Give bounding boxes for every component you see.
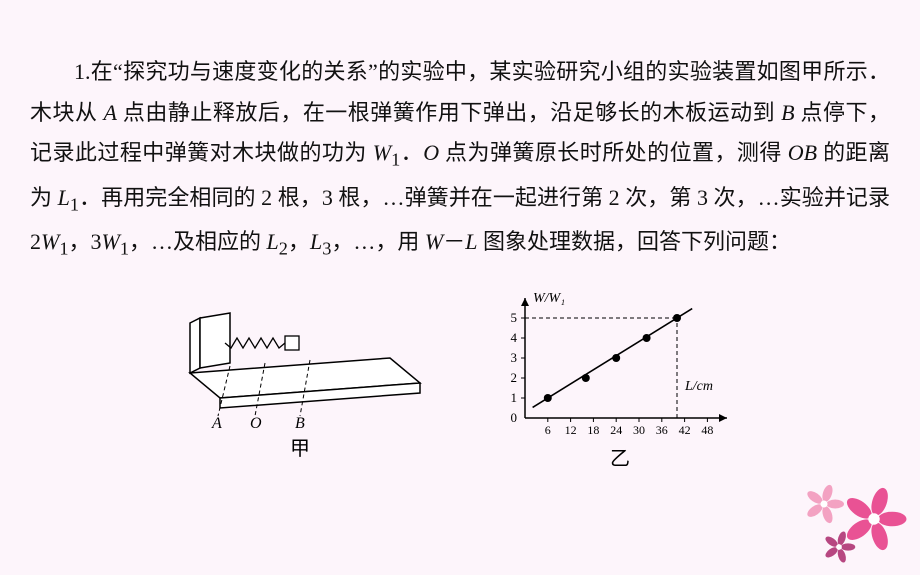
caption-1: 甲 bbox=[290, 432, 310, 461]
svg-text:2: 2 bbox=[511, 370, 518, 385]
svg-text:30: 30 bbox=[633, 423, 645, 437]
svg-text:1: 1 bbox=[511, 390, 518, 405]
svg-text:6: 6 bbox=[545, 423, 551, 437]
svg-text:5: 5 bbox=[511, 310, 518, 325]
svg-text:O: O bbox=[250, 415, 262, 428]
svg-text:18: 18 bbox=[587, 423, 599, 437]
caption-2: 乙 bbox=[610, 442, 630, 471]
svg-text:4: 4 bbox=[511, 330, 518, 345]
svg-text:0: 0 bbox=[511, 410, 518, 425]
svg-text:L/cm: L/cm bbox=[684, 379, 713, 394]
flower-decoration bbox=[764, 449, 914, 569]
svg-text:36: 36 bbox=[656, 423, 668, 437]
svg-text:B: B bbox=[295, 415, 305, 428]
figure-graph: 012345612182430364248W/W₁L/cm 乙 bbox=[490, 288, 750, 471]
svg-text:24: 24 bbox=[610, 423, 622, 437]
svg-text:12: 12 bbox=[565, 423, 577, 437]
svg-text:42: 42 bbox=[679, 423, 691, 437]
svg-text:48: 48 bbox=[701, 423, 713, 437]
svg-text:W/W₁: W/W₁ bbox=[533, 291, 565, 306]
question-paragraph: 1.在“探究功与速度变化的关系”的实验中，某实验研究小组的实验装置如图甲所示．木… bbox=[30, 52, 890, 266]
svg-text:A: A bbox=[211, 415, 222, 428]
svg-text:3: 3 bbox=[511, 350, 518, 365]
figure-apparatus: A O B 甲 bbox=[170, 288, 430, 471]
